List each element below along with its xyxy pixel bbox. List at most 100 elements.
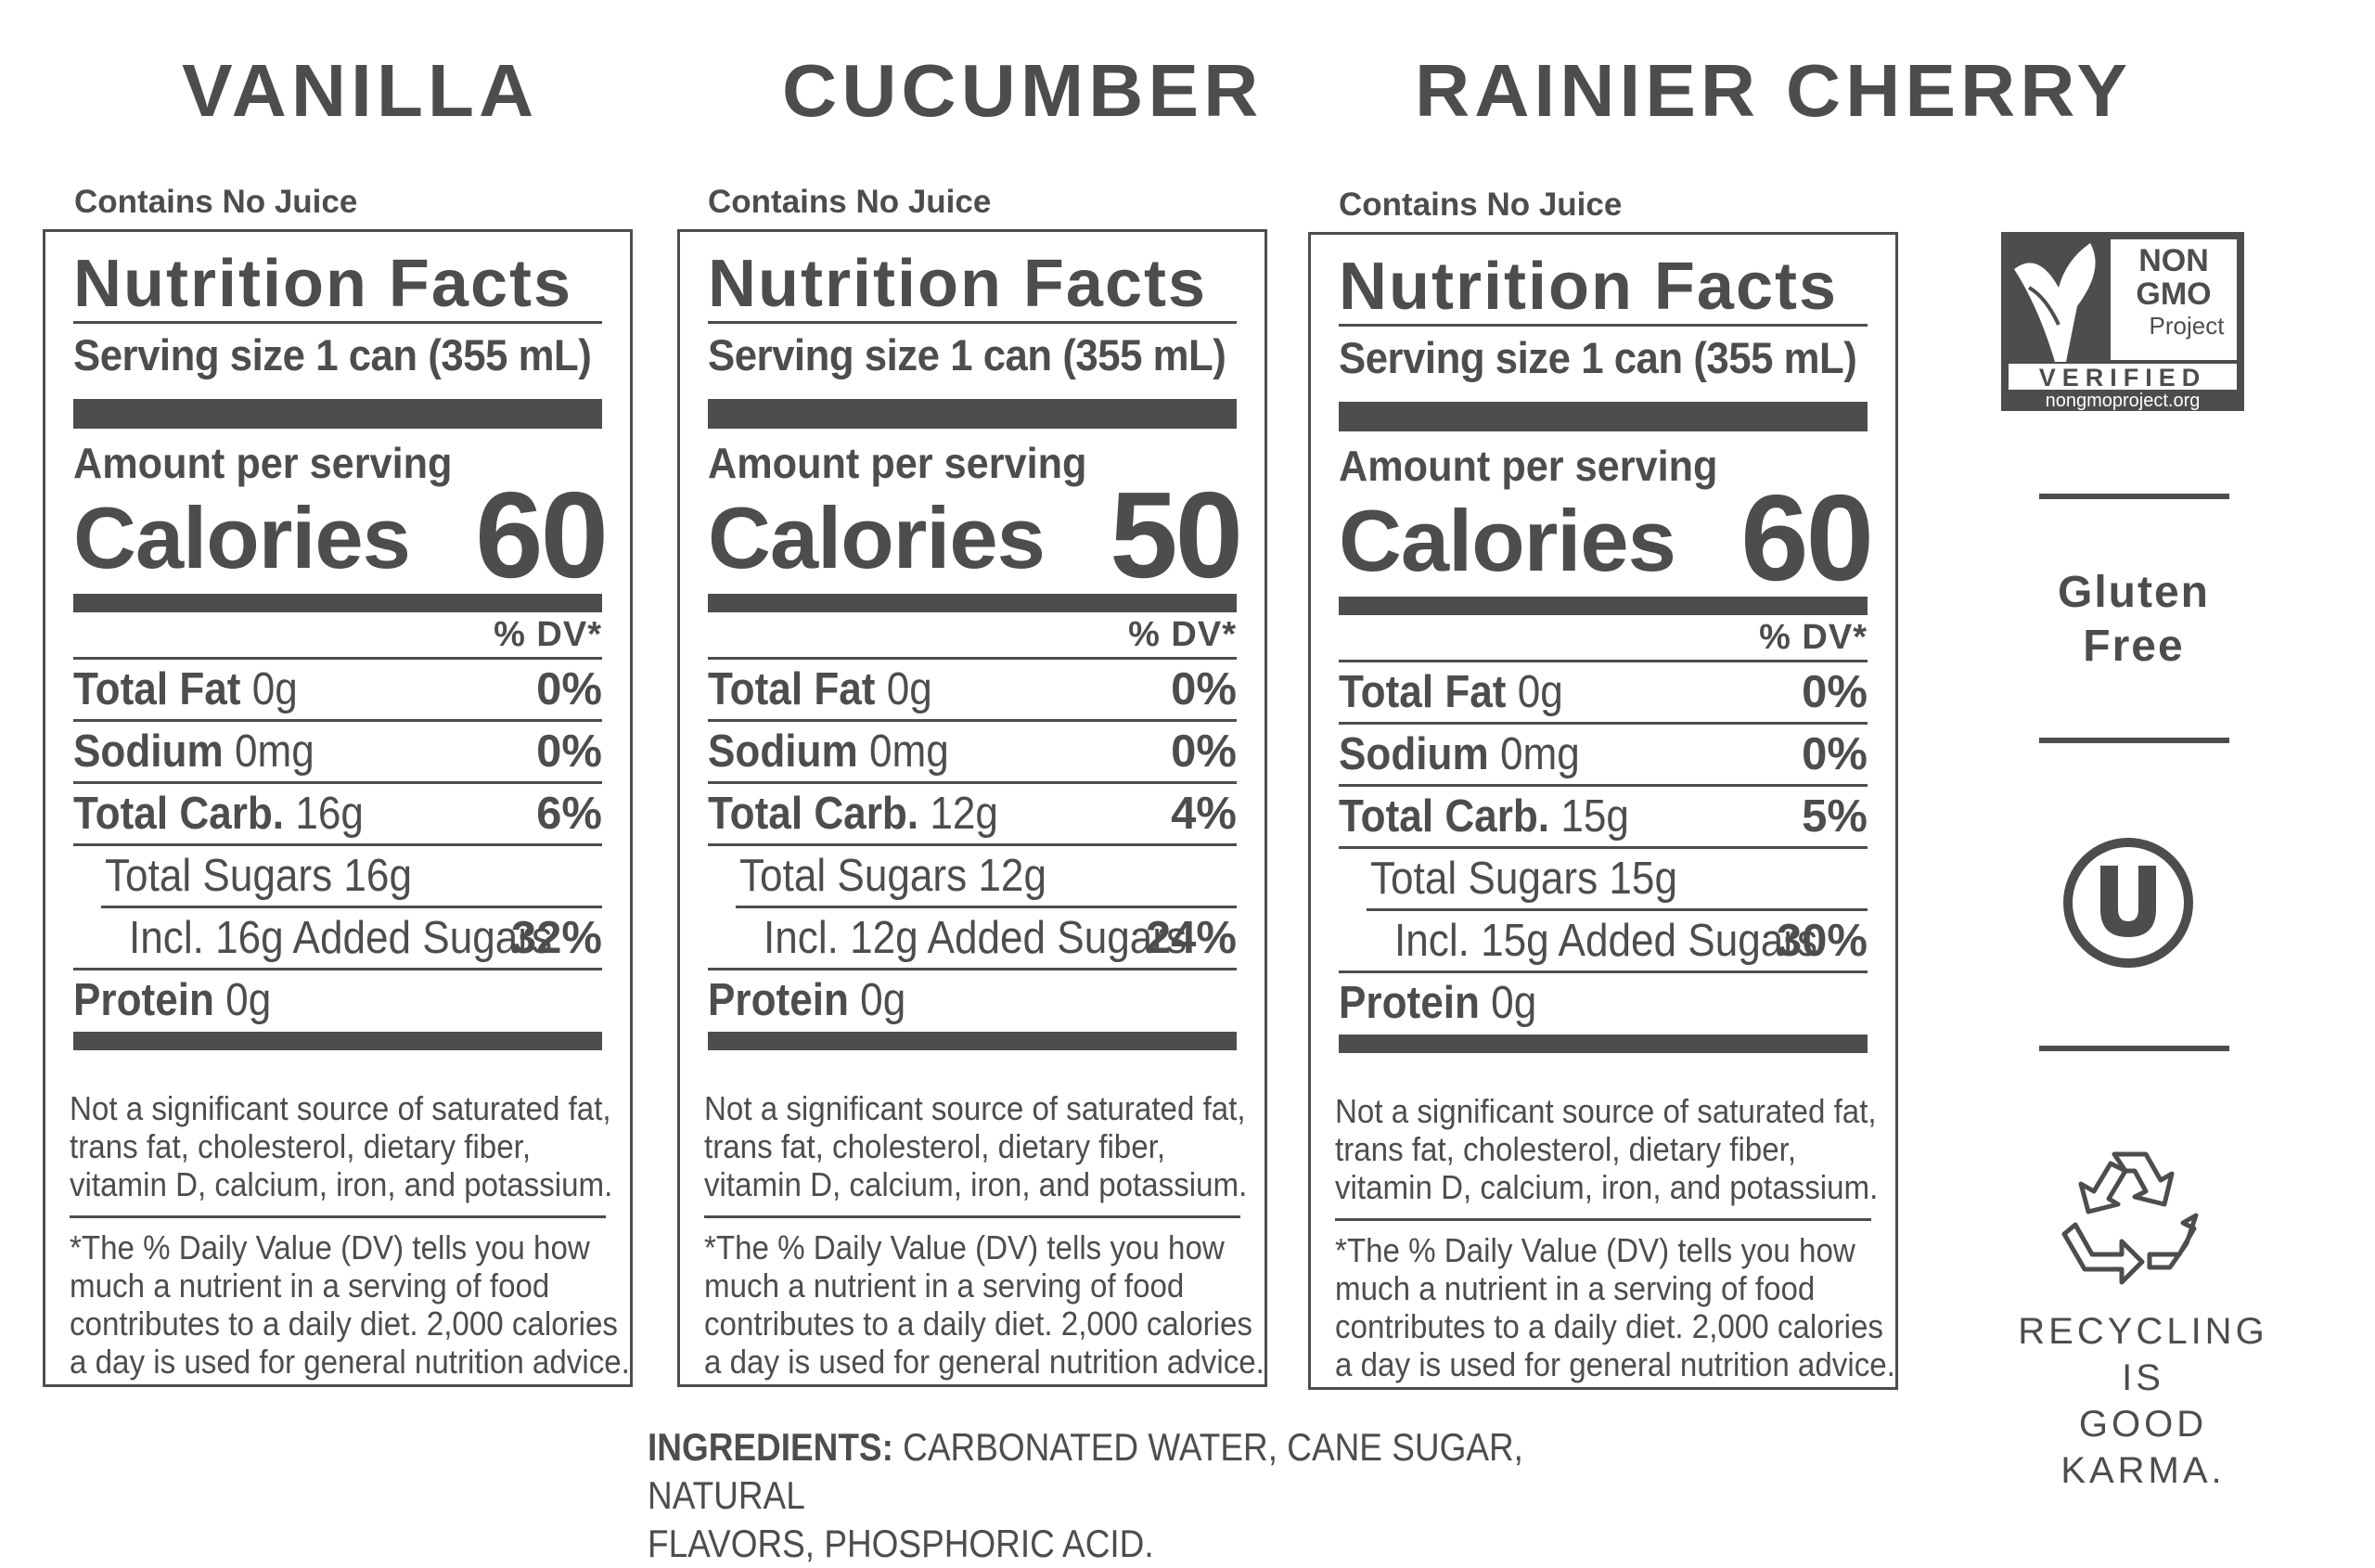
rule <box>1335 1218 1871 1221</box>
footnote-line: much a nutrient in a serving of food <box>70 1266 550 1305</box>
medium-bar <box>73 594 602 612</box>
protein-label: Protein <box>708 975 849 1025</box>
total-carb-label: Total Carb. <box>73 789 285 839</box>
ingredients-label: INGREDIENTS: <box>648 1425 893 1469</box>
footnote-line: trans fat, cholesterol, dietary fiber, <box>1335 1130 1797 1168</box>
medium-bar <box>708 594 1237 612</box>
total-sugars-row: Total Sugars 15g <box>1339 846 1868 908</box>
flavor-title-rainier-cherry: RAINIER CHERRY <box>1415 50 2133 133</box>
total-fat-label: Total Fat <box>1339 667 1507 717</box>
total-fat-label: Total Fat <box>708 664 876 714</box>
calories-label: Calories <box>73 489 411 586</box>
total-carb-dv: 5% <box>1802 791 1868 842</box>
footnote-line: trans fat, cholesterol, dietary fiber, <box>704 1127 1166 1165</box>
protein-amount: 0g <box>1491 978 1537 1028</box>
medium-bar <box>708 1032 1237 1050</box>
footnote-line: vitamin D, calcium, iron, and potassium. <box>1335 1168 1879 1206</box>
total-fat-amount: 0g <box>251 664 298 714</box>
total-carb-row: Total Carb. 16g 6% <box>73 781 602 843</box>
medium-bar <box>1339 597 1868 615</box>
juice-note: Contains No Juice <box>74 184 358 220</box>
gluten-free-badge: Gluten Free <box>1995 566 2273 674</box>
calories-value: 60 <box>1740 469 1874 606</box>
calories-value: 60 <box>475 467 609 603</box>
gluten-line1: Gluten <box>2058 568 2210 617</box>
calories-row: Calories 50 <box>708 474 1243 597</box>
footnote-line: a day is used for general nutrition advi… <box>704 1343 1265 1381</box>
footnote-line: trans fat, cholesterol, dietary fiber, <box>70 1127 532 1165</box>
daily-value-footnote: *The % Daily Value (DV) tells you how mu… <box>1335 1231 1895 1383</box>
flavor-title-vanilla: VANILLA <box>182 50 539 133</box>
calories-label: Calories <box>708 489 1046 586</box>
serving-size: Serving size 1 can (355 mL) <box>1339 333 1857 382</box>
juice-note: Contains No Juice <box>708 184 992 220</box>
protein-row: Protein 0g <box>708 968 1237 1030</box>
nutrition-facts-title: Nutrition Facts <box>73 247 573 321</box>
total-carb-amount: 15g <box>1560 791 1629 842</box>
total-carb-row: Total Carb. 12g 4% <box>708 781 1237 843</box>
footnote-line: Not a significant source of saturated fa… <box>704 1089 1246 1127</box>
sodium-label: Sodium <box>708 726 858 777</box>
dv-header: % DV* <box>1128 615 1237 654</box>
rule <box>708 321 1237 324</box>
thick-bar <box>1339 402 1868 431</box>
footnote-line: *The % Daily Value (DV) tells you how <box>70 1228 590 1266</box>
sodium-amount: 0mg <box>1499 729 1580 779</box>
amount-per-serving: Amount per serving <box>1339 442 1718 490</box>
total-sugars: Total Sugars 16g <box>105 851 412 901</box>
calories-row: Calories 60 <box>1339 477 1874 599</box>
divider <box>2039 1046 2229 1051</box>
nongmo-line2: GMO <box>2136 276 2211 312</box>
ingredients-line1: CARBONATED WATER, CANE SUGAR, NATURAL <box>648 1425 1523 1517</box>
amount-per-serving: Amount per serving <box>708 439 1087 487</box>
medium-bar <box>73 1032 602 1050</box>
added-sugars-row: Incl. 12g Added Sugars 24% <box>736 906 1237 968</box>
recycle-icon <box>2061 1151 2199 1285</box>
rule <box>73 321 602 324</box>
footnote-line: vitamin D, calcium, iron, and potassium. <box>704 1165 1248 1203</box>
protein-row: Protein 0g <box>73 968 602 1030</box>
total-carb-label: Total Carb. <box>708 789 919 839</box>
ingredients: INGREDIENTS: CARBONATED WATER, CANE SUGA… <box>648 1423 1627 1568</box>
ingredients-line2: FLAVORS, PHOSPHORIC ACID. <box>648 1522 1154 1565</box>
thick-bar <box>73 399 602 429</box>
nutrient-footnote: Not a significant source of saturated fa… <box>704 1089 1252 1203</box>
recycling-line2: GOOD KARMA. <box>2060 1404 2226 1491</box>
footnote-line: contributes to a daily diet. 2,000 calor… <box>704 1305 1252 1343</box>
footnote-line: Not a significant source of saturated fa… <box>1335 1092 1877 1130</box>
amount-per-serving: Amount per serving <box>73 439 453 487</box>
thick-bar <box>708 399 1237 429</box>
footnote-line: much a nutrient in a serving of food <box>704 1266 1185 1305</box>
sodium-dv: 0% <box>536 726 602 777</box>
sodium-row: Sodium 0mg 0% <box>73 719 602 781</box>
protein-label: Protein <box>1339 978 1480 1028</box>
total-fat-row: Total Fat 0g 0% <box>73 657 602 719</box>
gluten-line2: Free <box>2083 622 2185 671</box>
protein-amount: 0g <box>225 975 272 1025</box>
dv-header: % DV* <box>1759 618 1868 657</box>
total-fat-dv: 0% <box>536 664 602 714</box>
dv-header: % DV* <box>494 615 602 654</box>
calories-value: 50 <box>1110 467 1243 603</box>
total-carb-amount: 16g <box>295 789 364 839</box>
footnote-line: much a nutrient in a serving of food <box>1335 1269 1816 1307</box>
non-gmo-verified-icon: NON GMO Project VERIFIED nongmoproject.o… <box>2001 232 2244 411</box>
footnote-line: *The % Daily Value (DV) tells you how <box>704 1228 1225 1266</box>
juice-note: Contains No Juice <box>1339 186 1623 223</box>
nongmo-line3: Project <box>2150 312 2226 340</box>
total-sugars-row: Total Sugars 16g <box>73 843 602 906</box>
sodium-label: Sodium <box>73 726 224 777</box>
nutrition-label-vanilla: Nutrition Facts Serving size 1 can (355 … <box>43 229 633 1387</box>
total-fat-row: Total Fat 0g 0% <box>708 657 1237 719</box>
nutrient-footnote: Not a significant source of saturated fa… <box>1335 1092 1882 1206</box>
added-sugars-row: Incl. 16g Added Sugars 32% <box>101 906 602 968</box>
nongmo-url: nongmoproject.org <box>2046 391 2201 411</box>
sodium-dv: 0% <box>1171 726 1237 777</box>
nongmo-verified: VERIFIED <box>2039 364 2207 392</box>
total-fat-amount: 0g <box>886 664 932 714</box>
total-fat-dv: 0% <box>1802 667 1868 717</box>
calories-label: Calories <box>1339 492 1676 589</box>
nutrition-facts-title: Nutrition Facts <box>1339 250 1839 324</box>
kosher-u-icon <box>2063 838 2193 968</box>
rule <box>704 1215 1240 1218</box>
